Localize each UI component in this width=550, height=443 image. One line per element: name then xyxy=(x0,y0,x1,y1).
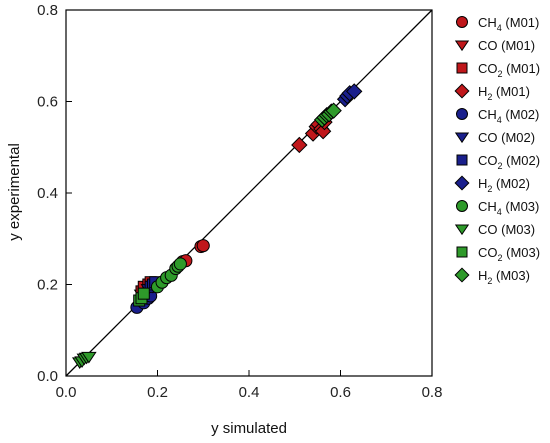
y-tick-label: 0.2 xyxy=(37,277,58,294)
legend-label: CH4 (M03) xyxy=(478,199,539,217)
legend-label: CO2 (M03) xyxy=(478,245,540,263)
y-tick-label: 0.0 xyxy=(37,368,58,385)
x-tick-label: 0.0 xyxy=(56,384,77,401)
legend-marker xyxy=(456,246,468,258)
legend-label: CO2 (M01) xyxy=(478,61,540,79)
data-point xyxy=(81,351,97,364)
legend-label: CO2 (M02) xyxy=(478,153,540,171)
y-axis-label: y experimental xyxy=(6,143,23,241)
legend-marker xyxy=(456,200,468,212)
legend-marker xyxy=(456,62,468,74)
parity-line xyxy=(65,9,433,377)
x-tick-label: 0.2 xyxy=(147,384,168,401)
legend-label: H2 (M02) xyxy=(478,176,530,194)
legend-marker xyxy=(454,224,470,236)
data-point xyxy=(173,257,187,271)
plot-area: 0.0 0.2 0.4 0.6 0.8 0.0 0.2 0.4 0.6 0.8 xyxy=(37,2,442,401)
y-tick-label: 0.4 xyxy=(37,185,58,202)
legend-label: H2 (M03) xyxy=(478,268,530,286)
data-point xyxy=(137,287,150,300)
data-point xyxy=(314,123,332,140)
legend-label: CH4 (M02) xyxy=(478,107,539,125)
y-tick-label: 0.6 xyxy=(37,94,58,111)
legend-label: CO (M01) xyxy=(478,38,535,53)
y-tick-label: 0.8 xyxy=(37,2,58,19)
legend-marker xyxy=(454,40,470,52)
legend-marker xyxy=(454,83,470,99)
data-point xyxy=(346,83,363,100)
data-point xyxy=(196,239,210,253)
data-point xyxy=(291,136,308,154)
data-point xyxy=(325,102,342,119)
legend-label: CH4 (M01) xyxy=(478,15,539,33)
legend: CH4 (M01) CO (M01) CO2 (M01) H2 (M01) CH4 (M… xyxy=(454,15,540,286)
legend-marker xyxy=(456,108,468,120)
legend-label: CO (M03) xyxy=(478,222,535,237)
legend-label: H2 (M01) xyxy=(478,84,530,102)
x-tick-label: 0.8 xyxy=(422,384,443,401)
x-axis-label: y simulated xyxy=(211,420,287,437)
legend-marker xyxy=(454,267,470,283)
x-tick-label: 0.4 xyxy=(239,384,260,401)
legend-marker xyxy=(454,132,470,144)
legend-marker xyxy=(456,16,468,28)
legend-marker xyxy=(454,175,470,191)
legend-label: CO (M02) xyxy=(478,130,535,145)
x-tick-label: 0.6 xyxy=(330,384,351,401)
legend-marker xyxy=(456,154,468,166)
